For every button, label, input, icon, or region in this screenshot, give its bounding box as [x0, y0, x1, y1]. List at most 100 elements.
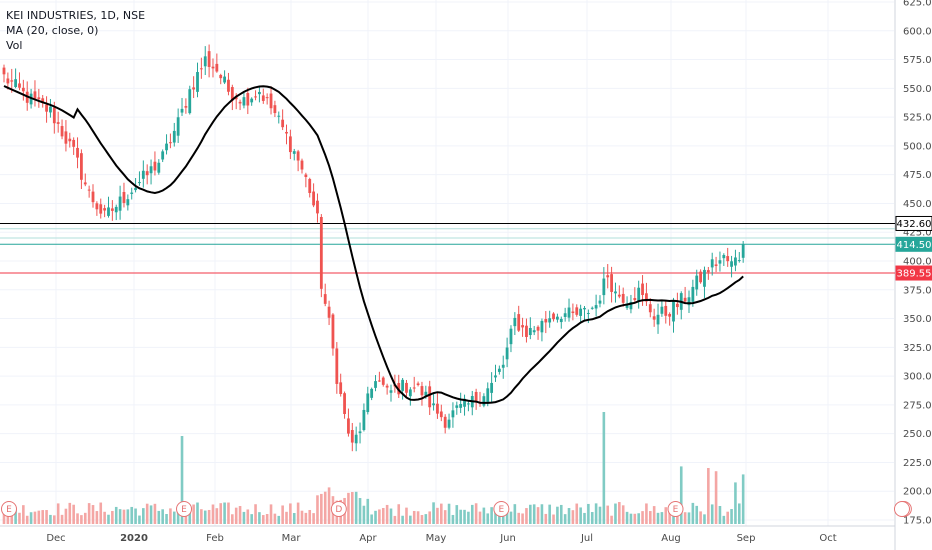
event-marker[interactable]: D	[330, 501, 347, 517]
candle	[648, 298, 652, 318]
volume-bar	[664, 507, 668, 524]
volume-bar	[200, 509, 203, 524]
legend-vol[interactable]: Vol	[6, 39, 23, 52]
candle	[734, 249, 737, 272]
candle	[304, 172, 308, 188]
candle	[556, 313, 559, 323]
candle	[571, 303, 575, 321]
price-tag-label: 389.55	[897, 269, 932, 280]
candle-body	[509, 328, 513, 345]
legend-ma[interactable]: MA (20, close, 0)	[6, 24, 99, 37]
volume-bar	[621, 505, 625, 524]
candle-body	[501, 364, 505, 368]
price-axis[interactable]: 175.00 200.00 225.00 250.00 275.00 300.00 325.…	[903, 0, 932, 527]
candle-body	[695, 275, 699, 290]
event-marker[interactable]: E	[667, 501, 684, 517]
candle-body	[80, 153, 83, 180]
candle-body	[250, 98, 254, 103]
volume-bar	[134, 508, 137, 524]
candle	[447, 413, 451, 430]
candle-body	[710, 259, 714, 268]
volume-bar	[149, 505, 153, 524]
time-tick-label: Aug	[661, 533, 681, 544]
volume-bar	[668, 507, 671, 524]
candle	[428, 380, 432, 416]
price-tick-label: 525.00	[903, 113, 932, 124]
candle-body	[726, 256, 730, 262]
candle-body	[56, 122, 60, 124]
event-marker[interactable]: E	[1, 501, 17, 517]
candle-body	[424, 391, 428, 396]
candle-body	[521, 325, 524, 328]
candle	[687, 290, 691, 314]
volume-bar	[362, 505, 366, 524]
time-tick-label: Oct	[819, 533, 836, 544]
volume-bar	[606, 505, 610, 524]
candle	[602, 267, 606, 305]
candle-body	[211, 66, 215, 69]
volume-bar	[53, 515, 56, 524]
candle-body	[83, 182, 87, 185]
volume-bar	[451, 514, 455, 524]
volume-bar	[575, 503, 579, 524]
event-marker[interactable]: E	[176, 501, 193, 517]
candle-body	[370, 388, 374, 398]
volume-bar	[645, 503, 648, 524]
candle-body	[273, 105, 277, 114]
volume-bar	[672, 510, 675, 524]
candle-body	[327, 306, 331, 318]
volume-bar	[238, 506, 242, 524]
volume-bar	[277, 515, 281, 524]
candle	[308, 177, 312, 198]
candle	[14, 68, 18, 89]
volume-bar	[707, 468, 710, 524]
candle	[72, 137, 76, 155]
candle	[339, 373, 343, 397]
candle	[710, 252, 714, 276]
candle	[501, 355, 505, 379]
candle	[621, 287, 625, 307]
candle	[439, 404, 443, 422]
volume-bar	[203, 510, 207, 524]
event-marker[interactable]: E	[493, 501, 510, 517]
volume-bar	[652, 506, 656, 524]
candle	[2, 64, 6, 83]
legend-symbol[interactable]: KEI INDUSTRIES, 1D, NSE	[6, 9, 146, 22]
volume-bar	[323, 491, 327, 524]
candle-body	[10, 80, 14, 82]
candle	[323, 283, 327, 307]
candle	[199, 57, 203, 79]
volume-bar	[111, 510, 114, 524]
candle-body	[598, 300, 602, 304]
candle	[385, 383, 389, 395]
candle-body	[149, 166, 153, 174]
volume-bar	[590, 512, 594, 524]
candle-body	[238, 101, 242, 104]
volume-bar	[126, 509, 130, 524]
candle	[319, 214, 323, 298]
volume-bar	[389, 508, 393, 524]
volume-bar	[738, 503, 741, 524]
candle	[33, 80, 37, 107]
candle	[714, 256, 718, 273]
volume-bar	[393, 515, 397, 524]
volume-bar	[180, 436, 184, 524]
volume-bar	[552, 514, 555, 524]
candle-body	[648, 304, 652, 313]
time-tick-label: Feb	[206, 533, 224, 544]
candle	[192, 76, 196, 99]
volume-bar	[656, 512, 660, 524]
event-marker-label: E	[673, 505, 679, 515]
candle	[517, 305, 521, 333]
candle-body	[556, 316, 559, 320]
candle-body	[107, 207, 110, 216]
candle-body	[497, 368, 501, 372]
candle	[49, 98, 52, 118]
candle-body	[432, 403, 435, 406]
candle	[401, 377, 405, 400]
candle	[699, 269, 702, 284]
candle-body	[463, 398, 466, 407]
time-axis[interactable]: Dec 2020 Feb Mar Apr May Jun Jul Aug Sep Oct	[46, 533, 836, 544]
volume-bar	[521, 513, 524, 524]
